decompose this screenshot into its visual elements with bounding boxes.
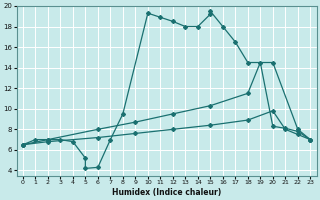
- X-axis label: Humidex (Indice chaleur): Humidex (Indice chaleur): [112, 188, 221, 197]
